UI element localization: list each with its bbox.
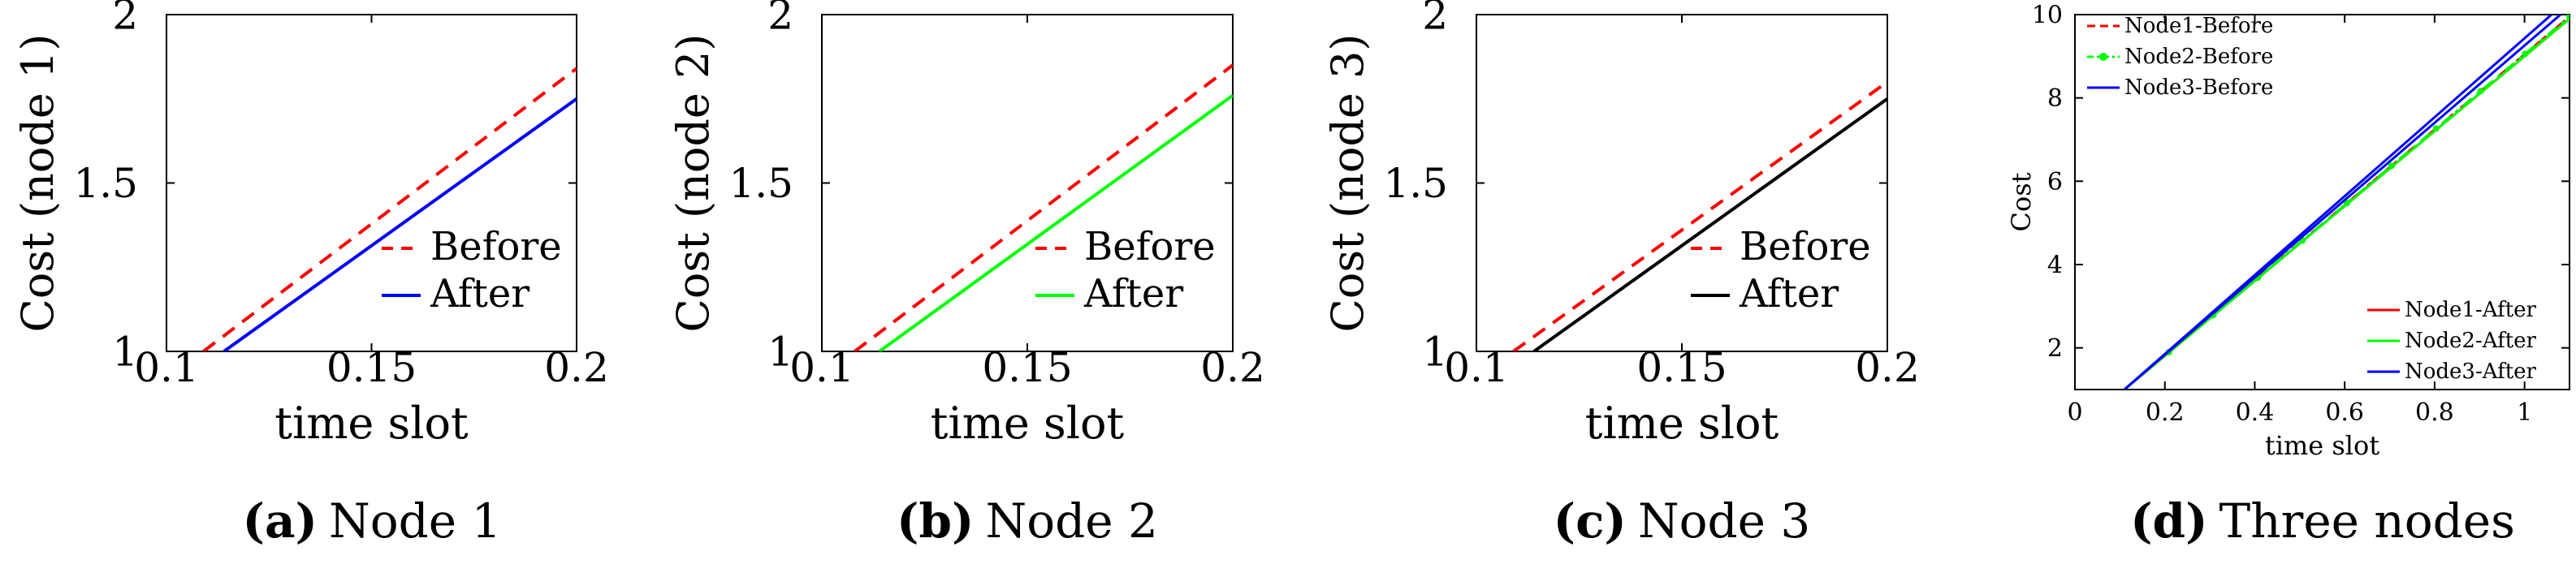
legend-label: After <box>1739 271 1839 316</box>
caption-key: (a) <box>243 493 318 549</box>
y-tick-label: 4 <box>2047 252 2063 280</box>
caption-text: Node 3 <box>1638 493 1810 549</box>
series-line-before <box>854 63 1233 351</box>
series-line-after <box>223 97 577 351</box>
series-line-before <box>1512 80 1887 351</box>
y-tick-label: 1 <box>1422 329 1448 376</box>
y-tick-label: 1 <box>767 329 793 376</box>
x-axis-label: time slot <box>931 398 1125 449</box>
x-axis-label: time slot <box>274 398 469 449</box>
caption-text: Node 2 <box>985 493 1157 549</box>
legend-label: Node3-Before <box>2124 75 2273 100</box>
y-tick-label: 1.5 <box>1383 160 1448 207</box>
caption-text: Node 1 <box>329 493 501 549</box>
y-tick-label: 2 <box>2047 334 2063 363</box>
series-group <box>202 67 577 351</box>
x-tick-label: 0.15 <box>326 344 417 391</box>
series-line-node2-after <box>2123 17 2570 390</box>
legend-label: Node3-After <box>2405 360 2537 384</box>
y-tick-label: 10 <box>2032 2 2063 30</box>
y-axis-label: Cost (node 3) <box>1322 34 1373 333</box>
y-axis-label: Cost <box>2006 172 2037 231</box>
legend-label: Node1-After <box>2405 298 2537 322</box>
x-axis-label: time slot <box>1585 398 1779 449</box>
series-group <box>1512 80 1887 351</box>
plot-area-frame <box>2074 14 2570 390</box>
legend-label: Node2-Before <box>2124 45 2273 69</box>
legend-label: Before <box>1084 224 1216 269</box>
legend-label: Before <box>430 224 562 269</box>
x-tick-label: 0.2 <box>2146 398 2185 427</box>
legend-label: After <box>430 271 529 316</box>
y-tick-label: 1 <box>112 329 138 376</box>
legend-label: Node1-Before <box>2124 14 2273 38</box>
caption-key: (c) <box>1554 493 1627 549</box>
legend-before: Node1-Before Node2-Before Node3-Before <box>2087 14 2273 100</box>
series-group <box>854 63 1233 351</box>
chart-panel-d: 0 0.2 0.4 0.6 0.8 1 2 4 6 8 10 time slot Cost Node1-B… <box>2006 2 2570 549</box>
y-tick-label: 1.5 <box>728 160 793 207</box>
y-tick-label: 6 <box>2047 168 2063 196</box>
panel-caption: (b) Node 2 <box>897 493 1158 549</box>
legend-label: Before <box>1740 224 1871 269</box>
y-axis-label: Cost (node 1) <box>12 34 63 333</box>
series-line-after <box>1532 97 1887 351</box>
y-tick-label: 2 <box>1422 0 1448 39</box>
series-line-after <box>878 93 1233 351</box>
caption-key: (b) <box>897 493 974 549</box>
x-tick-label: 0.8 <box>2415 398 2454 427</box>
legend-label: Node2-After <box>2405 329 2537 353</box>
caption-key: (d) <box>2130 493 2207 549</box>
x-tick-label: 0 <box>2067 398 2082 427</box>
x-tick-label: 0.6 <box>2325 398 2364 427</box>
x-axis-label: time slot <box>2265 430 2379 461</box>
y-tick-label: 1.5 <box>73 160 138 207</box>
y-tick-label: 8 <box>2047 84 2063 113</box>
panel-caption: (c) Node 3 <box>1554 493 1811 549</box>
x-tick-label: 0.15 <box>982 344 1072 391</box>
legend-after: Node1-After Node2-After Node3-After <box>2367 298 2537 384</box>
panel-caption: (d) Three nodes <box>2130 493 2515 549</box>
series-line-node3-after <box>2123 15 2561 390</box>
panel-caption: (a) Node 1 <box>243 493 502 549</box>
x-tick-label: 0.15 <box>1636 344 1727 391</box>
x-tick-label: 0.4 <box>2236 398 2275 427</box>
legend-marker <box>2099 53 2107 61</box>
series-line-before <box>202 67 577 351</box>
x-tick-label: 1 <box>2517 398 2532 427</box>
y-axis-label: Cost (node 2) <box>668 34 719 333</box>
caption-text: Three nodes <box>2219 493 2515 549</box>
legend-label: After <box>1083 271 1183 316</box>
series-group <box>2123 15 2570 390</box>
y-tick-label: 2 <box>112 0 138 39</box>
y-tick-label: 2 <box>767 0 793 39</box>
